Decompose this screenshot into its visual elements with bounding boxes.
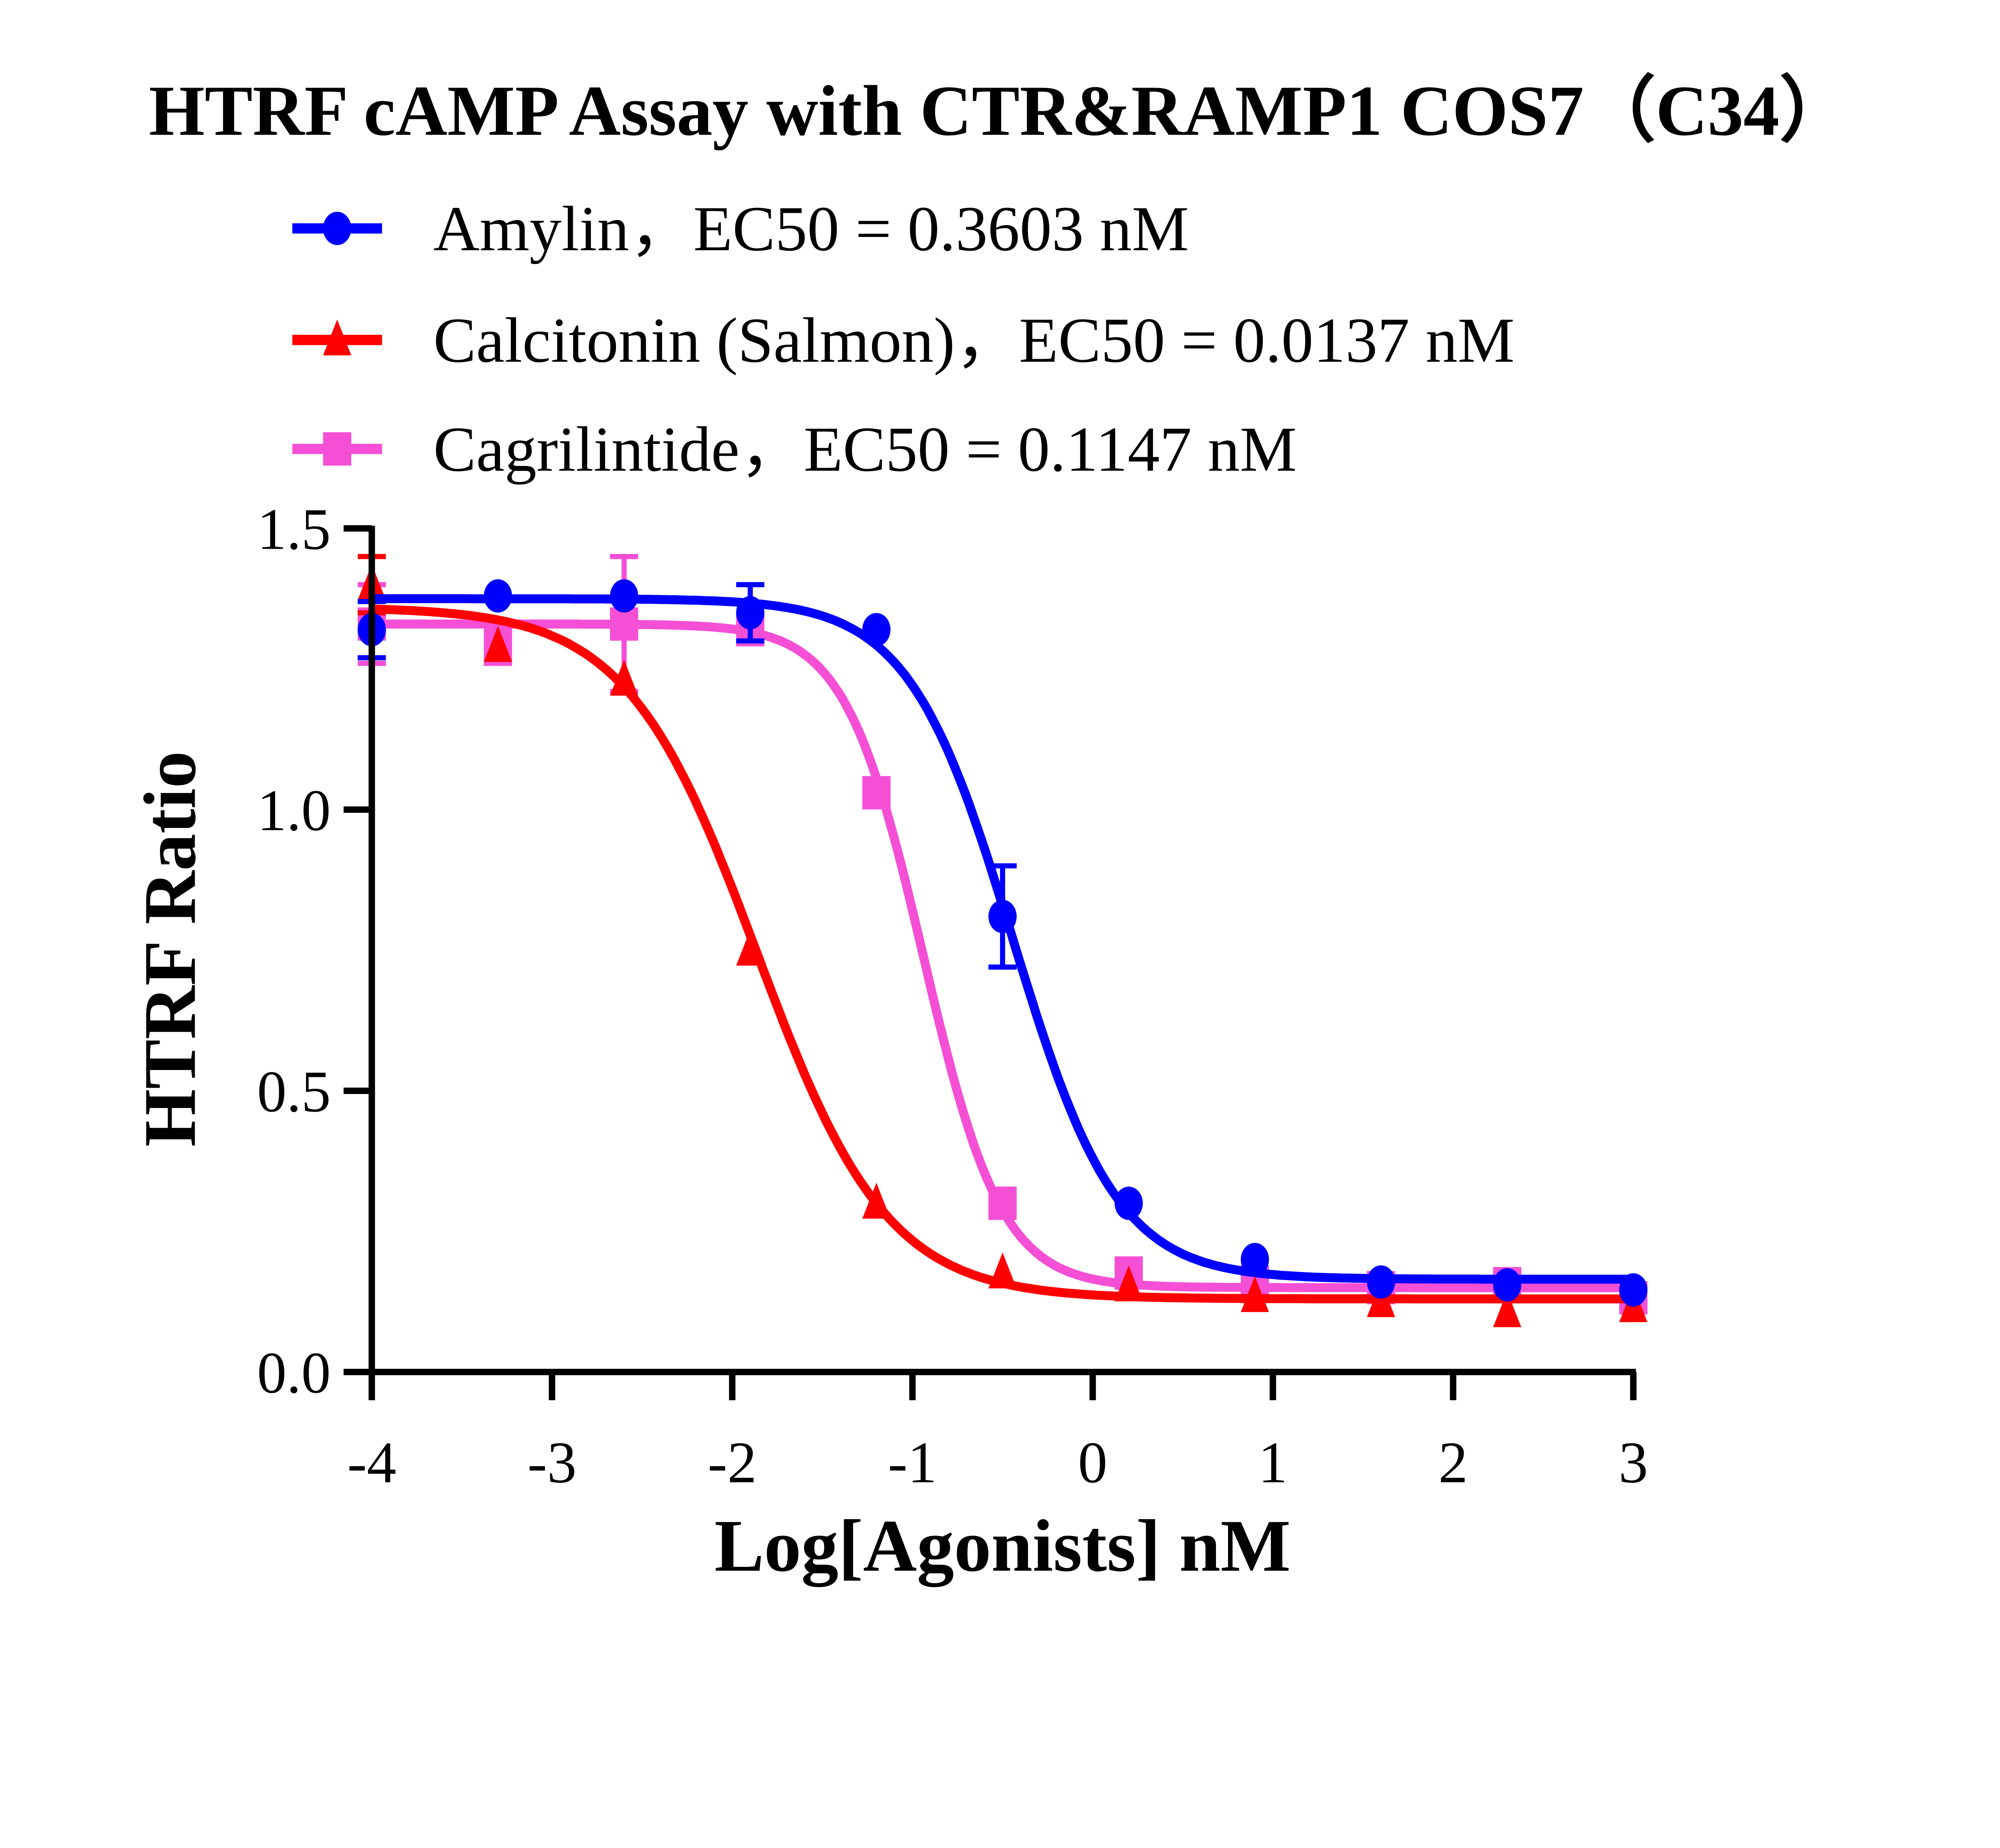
- x-tick-label: -2: [708, 1430, 757, 1495]
- legend: Amylin，EC50 = 0.3603 nM Calcitonin (Salmo…: [292, 193, 1515, 485]
- legend-item: Amylin，EC50 = 0.3603 nM: [292, 193, 1189, 264]
- data-point: [610, 660, 638, 696]
- data-point: [1367, 1265, 1395, 1299]
- data-point: [862, 613, 891, 646]
- y-tick-label: 0.0: [257, 1340, 331, 1405]
- data-point: [1367, 1281, 1395, 1317]
- x-tick-label: -3: [528, 1430, 577, 1495]
- legend-marker: [323, 432, 352, 466]
- legend-label: Amylin，EC50 = 0.3603 nM: [433, 193, 1189, 264]
- series-circle: [358, 579, 1648, 1307]
- legend-label: Calcitonin (Salmon)，EC50 = 0.0137 nM: [433, 304, 1514, 376]
- data-point: [484, 579, 512, 613]
- data-point: [1240, 1243, 1269, 1276]
- y-tick-label: 1.5: [257, 496, 331, 562]
- data-point: [1493, 1268, 1522, 1302]
- data-point: [862, 1182, 891, 1219]
- plot-area: [358, 554, 1648, 1328]
- data-point: [736, 930, 764, 966]
- data-point: [610, 607, 638, 641]
- data-point: [862, 776, 891, 810]
- data-point: [1493, 1291, 1522, 1328]
- legend-item: Cagrilintide，EC50 = 0.1147 nM: [292, 414, 1297, 485]
- data-point: [988, 1186, 1017, 1220]
- legend-item: Calcitonin (Salmon)，EC50 = 0.0137 nM: [292, 304, 1515, 376]
- x-tick-label: 2: [1438, 1430, 1468, 1495]
- data-point: [1114, 1186, 1143, 1220]
- legend-marker: [323, 212, 352, 245]
- data-point: [1619, 1273, 1648, 1307]
- x-tick-label: 0: [1078, 1430, 1108, 1495]
- data-point: [736, 596, 764, 630]
- data-point: [610, 579, 638, 613]
- legend-label: Cagrilintide，EC50 = 0.1147 nM: [433, 414, 1297, 485]
- x-tick-label: 3: [1618, 1430, 1648, 1495]
- y-tick-label: 1.0: [257, 778, 331, 843]
- chart: HTRF cAMP Assay with CTR&RAMP1 COS7（C34）…: [129, 71, 1851, 1587]
- data-point: [1114, 1265, 1143, 1302]
- chart-title: HTRF cAMP Assay with CTR&RAMP1 COS7（C34）: [149, 71, 1851, 150]
- data-point: [1240, 1276, 1269, 1312]
- y-tick-label: 0.5: [257, 1059, 331, 1124]
- y-axis-title: HTRF Ratio: [129, 751, 211, 1147]
- legend-marker: [323, 319, 352, 356]
- x-tick-label: -4: [347, 1430, 396, 1495]
- data-point: [988, 900, 1017, 933]
- data-point: [988, 1252, 1017, 1289]
- x-axis-title: Log[Agonists] nM: [714, 1505, 1291, 1587]
- x-tick-label: 1: [1258, 1430, 1288, 1495]
- axes: 0.0 0.5 1.0 1.5 -4 -3 -2 -1 0 1 2 3: [257, 496, 1648, 1495]
- x-tick-label: -1: [888, 1430, 937, 1495]
- data-point: [484, 626, 512, 662]
